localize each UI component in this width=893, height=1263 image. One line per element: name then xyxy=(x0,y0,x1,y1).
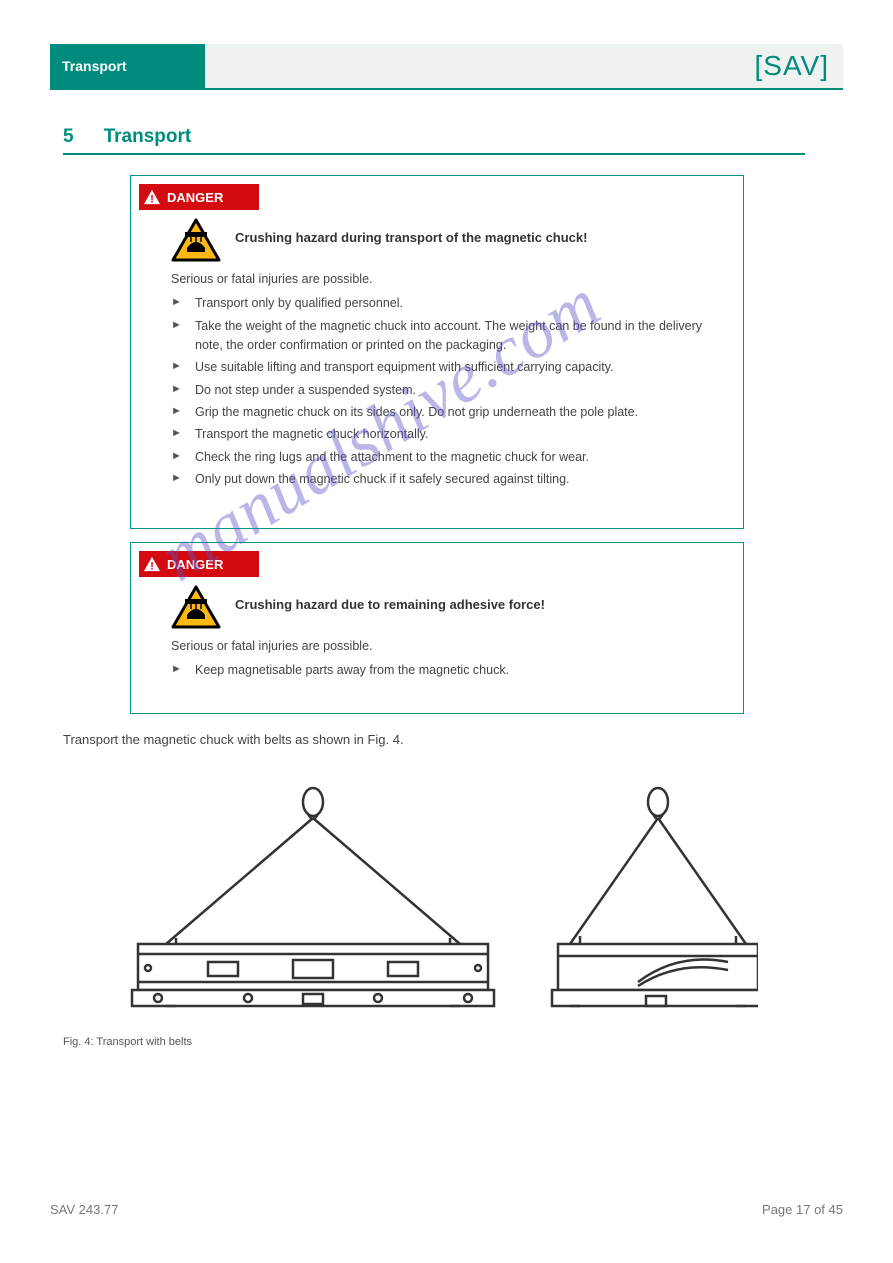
list-item: Transport the magnetic chuck horizontall… xyxy=(171,425,725,444)
list-item: Take the weight of the magnetic chuck in… xyxy=(171,317,725,356)
warning-triangle-icon: ! xyxy=(143,556,161,572)
page-header: Transport [SAV] xyxy=(50,44,843,88)
brand-logo: [SAV] xyxy=(754,50,829,82)
danger-label-text: DANGER xyxy=(167,557,223,572)
section-heading: 5 Transport xyxy=(63,126,191,148)
list-item: Do not step under a suspended system. xyxy=(171,381,725,400)
list-item: Check the ring lugs and the attachment t… xyxy=(171,448,725,467)
list-item: Transport only by qualified personnel. xyxy=(171,294,725,313)
transport-figure xyxy=(118,784,758,1024)
hazard-title: Crushing hazard during transport of the … xyxy=(235,218,587,245)
list-item: Grip the magnetic chuck on its sides onl… xyxy=(171,403,725,422)
danger-box-adhesive: ! DANGER Crushing hazard due to remainin… xyxy=(130,542,744,714)
danger-intro: Serious or fatal injuries are possible. xyxy=(131,264,743,288)
danger-intro: Serious or fatal injuries are possible. xyxy=(131,631,743,655)
footer-product-code: SAV 243.77 xyxy=(50,1202,118,1217)
header-tab: Transport xyxy=(50,44,205,88)
hazard-title: Crushing hazard due to remaining adhesiv… xyxy=(235,585,545,612)
danger-label: ! DANGER xyxy=(139,551,259,577)
hazard-row: Crushing hazard due to remaining adhesiv… xyxy=(131,577,743,631)
logo-text: [SAV] xyxy=(754,50,829,81)
crush-hazard-icon xyxy=(171,585,221,629)
figure-lead-text: Transport the magnetic chuck with belts … xyxy=(63,730,800,750)
svg-text:!: ! xyxy=(150,193,154,205)
section-title-text: Transport xyxy=(104,126,192,147)
footer-page-number: Page 17 of 45 xyxy=(762,1202,843,1217)
hazard-row: Crushing hazard during transport of the … xyxy=(131,210,743,264)
list-item: Only put down the magnetic chuck if it s… xyxy=(171,470,725,489)
section-rule xyxy=(63,153,805,155)
danger-precautions-list: Transport only by qualified personnel. T… xyxy=(131,288,743,489)
figure-caption: Fig. 4: Transport with belts xyxy=(63,1036,192,1048)
header-tab-label: Transport xyxy=(62,58,127,74)
danger-label-text: DANGER xyxy=(167,190,223,205)
danger-box-transport: ! DANGER Crushing hazard during transpor… xyxy=(130,175,744,529)
danger-label: ! DANGER xyxy=(139,184,259,210)
list-item: Keep magnetisable parts away from the ma… xyxy=(171,661,725,680)
svg-text:!: ! xyxy=(150,560,154,572)
warning-triangle-icon: ! xyxy=(143,189,161,205)
header-rule xyxy=(50,88,843,90)
crush-hazard-icon xyxy=(171,218,221,262)
list-item: Use suitable lifting and transport equip… xyxy=(171,358,725,377)
section-number: 5 xyxy=(63,126,74,147)
danger-precautions-list: Keep magnetisable parts away from the ma… xyxy=(131,655,743,680)
